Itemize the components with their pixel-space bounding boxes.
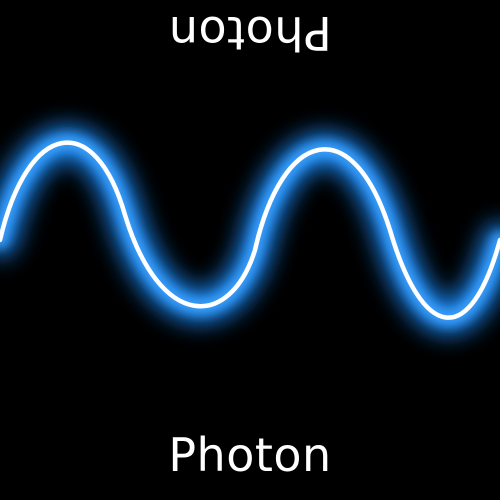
wave-core — [0, 140, 500, 320]
wave-outer-glow — [0, 125, 500, 335]
bottom-label: Photon — [168, 428, 332, 482]
top-label-inverted: Photon — [168, 6, 332, 60]
